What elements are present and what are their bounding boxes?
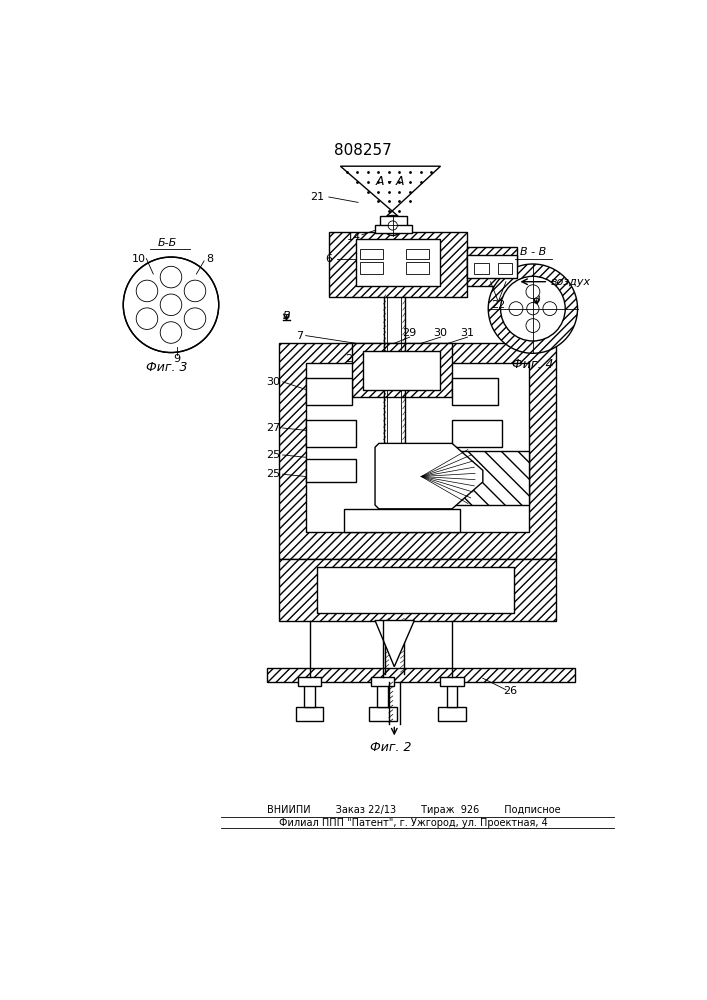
Text: Б-Б: Б-Б xyxy=(158,238,177,248)
Text: 9: 9 xyxy=(174,354,181,364)
Text: В: В xyxy=(283,311,291,321)
Polygon shape xyxy=(340,166,440,216)
Bar xyxy=(380,216,407,232)
Circle shape xyxy=(526,285,540,299)
Circle shape xyxy=(388,221,397,230)
Text: 22: 22 xyxy=(491,300,506,310)
Text: 25: 25 xyxy=(267,469,281,479)
Text: 30: 30 xyxy=(433,328,448,338)
Circle shape xyxy=(160,322,182,343)
Text: 21: 21 xyxy=(310,192,325,202)
Bar xyxy=(305,363,529,532)
Circle shape xyxy=(185,280,206,302)
Bar xyxy=(438,707,466,721)
Bar xyxy=(375,225,412,233)
Circle shape xyxy=(501,276,565,341)
Text: 27: 27 xyxy=(267,423,281,433)
Circle shape xyxy=(385,357,404,376)
Text: воздух: воздух xyxy=(551,277,591,287)
Text: B - B: B - B xyxy=(520,247,546,257)
Bar xyxy=(304,684,315,707)
Polygon shape xyxy=(375,443,483,509)
Bar xyxy=(305,420,356,447)
Text: 7: 7 xyxy=(296,331,303,341)
Circle shape xyxy=(526,319,540,333)
Text: 24: 24 xyxy=(345,354,359,364)
Bar xyxy=(474,263,489,274)
Bar xyxy=(447,684,457,707)
Text: 31: 31 xyxy=(460,328,474,338)
Circle shape xyxy=(185,308,206,329)
Text: Фиг. 3: Фиг. 3 xyxy=(146,361,188,374)
Bar xyxy=(378,684,388,707)
Circle shape xyxy=(160,266,182,288)
Bar xyxy=(452,420,502,447)
Text: 808257: 808257 xyxy=(334,143,392,158)
Polygon shape xyxy=(375,620,414,667)
Bar xyxy=(298,677,321,686)
Circle shape xyxy=(543,302,557,316)
Circle shape xyxy=(527,302,539,315)
Text: 8: 8 xyxy=(206,254,213,264)
Text: Фиг. 2: Фиг. 2 xyxy=(370,741,411,754)
Bar xyxy=(329,232,467,297)
Text: ВНИИПИ        Заказ 22/13        Тираж  926        Подписное: ВНИИПИ Заказ 22/13 Тираж 926 Подписное xyxy=(267,805,561,815)
Bar xyxy=(305,459,356,482)
Bar xyxy=(352,343,452,397)
Bar xyxy=(406,249,429,259)
Bar xyxy=(440,677,464,686)
Bar xyxy=(305,378,352,405)
Bar xyxy=(360,249,382,259)
Bar xyxy=(452,378,498,405)
Bar xyxy=(279,343,556,559)
Bar xyxy=(279,559,556,620)
Bar xyxy=(360,262,382,274)
Bar xyxy=(344,509,460,532)
Circle shape xyxy=(160,294,182,316)
Text: 14: 14 xyxy=(346,232,361,242)
Text: 6: 6 xyxy=(325,254,332,264)
Text: 26: 26 xyxy=(503,686,517,696)
Bar xyxy=(267,668,575,682)
Text: 30: 30 xyxy=(267,377,281,387)
Bar xyxy=(452,451,529,505)
Bar xyxy=(363,351,440,389)
Text: Филиал ППП "Патент", г. Ужгород, ул. Проектная, 4: Филиал ППП "Патент", г. Ужгород, ул. Про… xyxy=(279,818,548,828)
Circle shape xyxy=(509,302,523,316)
Bar xyxy=(356,239,440,286)
Text: В: В xyxy=(533,295,541,305)
Bar xyxy=(371,677,395,686)
Circle shape xyxy=(136,308,158,329)
Bar xyxy=(369,707,397,721)
Text: 10: 10 xyxy=(132,254,146,264)
Circle shape xyxy=(489,264,578,353)
Circle shape xyxy=(136,280,158,302)
Bar xyxy=(467,255,518,278)
Bar xyxy=(317,567,514,613)
Text: 29: 29 xyxy=(402,328,417,338)
Circle shape xyxy=(382,215,403,235)
Bar xyxy=(467,247,518,286)
Text: 25: 25 xyxy=(267,450,281,460)
Text: Фиг. 4: Фиг. 4 xyxy=(512,358,554,371)
Text: 23: 23 xyxy=(418,361,432,371)
Bar xyxy=(296,707,324,721)
Text: A - A: A - A xyxy=(375,175,405,188)
Bar xyxy=(498,263,512,274)
Circle shape xyxy=(123,257,218,353)
Bar xyxy=(406,262,429,274)
